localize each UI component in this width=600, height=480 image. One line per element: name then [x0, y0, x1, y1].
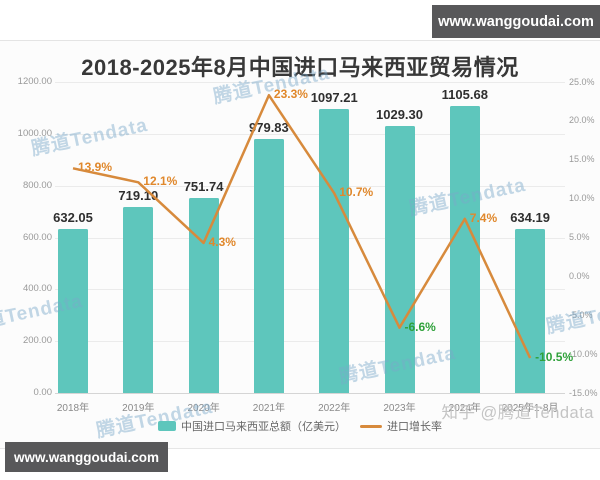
bar-2022年	[319, 108, 350, 393]
gridline	[55, 393, 565, 394]
growth-rate-label: 7.4%	[469, 210, 498, 225]
gridline	[55, 133, 565, 135]
bar-2023年	[384, 126, 415, 393]
bar-value-label: 751.74	[183, 179, 224, 195]
bar-value-label: 634.19	[510, 209, 550, 225]
x-axis-label: 2023年	[383, 403, 416, 414]
gridline	[55, 341, 565, 343]
watermark-banner-bottom: www.wanggoudai.com	[5, 442, 168, 472]
left-axis-tick: 400.00	[22, 283, 52, 295]
bar-value-label: 1029.30	[376, 107, 423, 123]
bar-value-label: 1097.21	[310, 89, 358, 105]
legend-label: 中国进口马来西亚总额（亿美元）	[181, 421, 346, 433]
bar-value-label: 979.83	[249, 120, 289, 136]
left-axis-tick: 600.00	[22, 231, 52, 243]
x-axis-label: 2025年1-8月	[501, 403, 559, 414]
growth-rate-label: 23.3%	[273, 87, 308, 102]
left-axis-tick: 1000.00	[17, 127, 52, 139]
bar-2021年	[253, 139, 284, 393]
growth-rate-label: 4.3%	[208, 234, 236, 249]
watermark-banner-top: www.wanggoudai.com	[432, 5, 600, 38]
line-swatch-icon	[360, 424, 382, 428]
zhihu-credit: 知乎 @腾道Tendata	[441, 404, 594, 422]
x-axis-label: 2020年	[187, 403, 220, 414]
growth-rate-label: 10.7%	[339, 185, 374, 200]
bar-value-label: 1105.68	[441, 87, 488, 103]
left-axis-tick: 200.00	[22, 335, 52, 347]
chart-panel	[0, 40, 600, 449]
right-axis-tick: 25.0%	[569, 76, 595, 87]
x-axis-label: 2018年	[56, 403, 90, 414]
right-axis-tick: -15.0%	[569, 387, 598, 398]
bar-2024年	[449, 106, 480, 393]
right-axis-tick: -5.0%	[569, 309, 593, 320]
left-axis-tick: 800.00	[22, 179, 52, 191]
chart-legend: 中国进口马来西亚总额（亿美元） 进口增长率	[0, 418, 600, 434]
right-axis-tick: 15.0%	[569, 154, 595, 165]
right-axis-tick: 5.0%	[569, 232, 590, 242]
x-axis-label: 2021年	[252, 403, 286, 414]
banner-top-text: www.wanggoudai.com	[438, 13, 594, 30]
right-axis-tick: 0.0%	[569, 270, 590, 281]
growth-rate-label: -10.5%	[535, 350, 574, 364]
banner-bottom-text: www.wanggoudai.com	[13, 449, 159, 465]
chart-title: 2018-2025年8月中国进口马来西亚贸易情况	[81, 55, 519, 80]
right-axis-tick: 10.0%	[569, 193, 595, 204]
gridline	[55, 82, 565, 83]
growth-rate-label: -6.6%	[404, 319, 436, 334]
bar-2019年	[123, 206, 154, 393]
bar-2018年	[58, 229, 88, 393]
growth-rate-label: 12.1%	[143, 174, 178, 189]
right-axis-tick: 20.0%	[569, 115, 595, 126]
legend-item-bar-series: 中国进口马来西亚总额（亿美元）	[158, 418, 346, 434]
legend-label: 进口增长率	[387, 421, 442, 433]
left-axis-tick: 0.00	[33, 387, 53, 398]
gridline	[55, 237, 565, 239]
gridline	[55, 185, 565, 187]
growth-rate-line	[72, 93, 532, 359]
legend-item-line-series: 进口增长率	[360, 418, 442, 434]
bar-value-label: 632.05	[53, 210, 93, 226]
left-axis-tick: 1200.00	[17, 76, 52, 87]
bar-2020年	[188, 198, 219, 393]
gridline	[55, 289, 565, 291]
x-axis-label: 2019年	[122, 403, 155, 414]
x-axis-label: 2024年	[448, 403, 481, 414]
bar-swatch-icon	[158, 421, 176, 431]
right-axis-tick: -10.0%	[569, 348, 598, 359]
x-axis-label: 2022年	[318, 403, 351, 414]
bar-2025年1-8月	[515, 228, 546, 393]
